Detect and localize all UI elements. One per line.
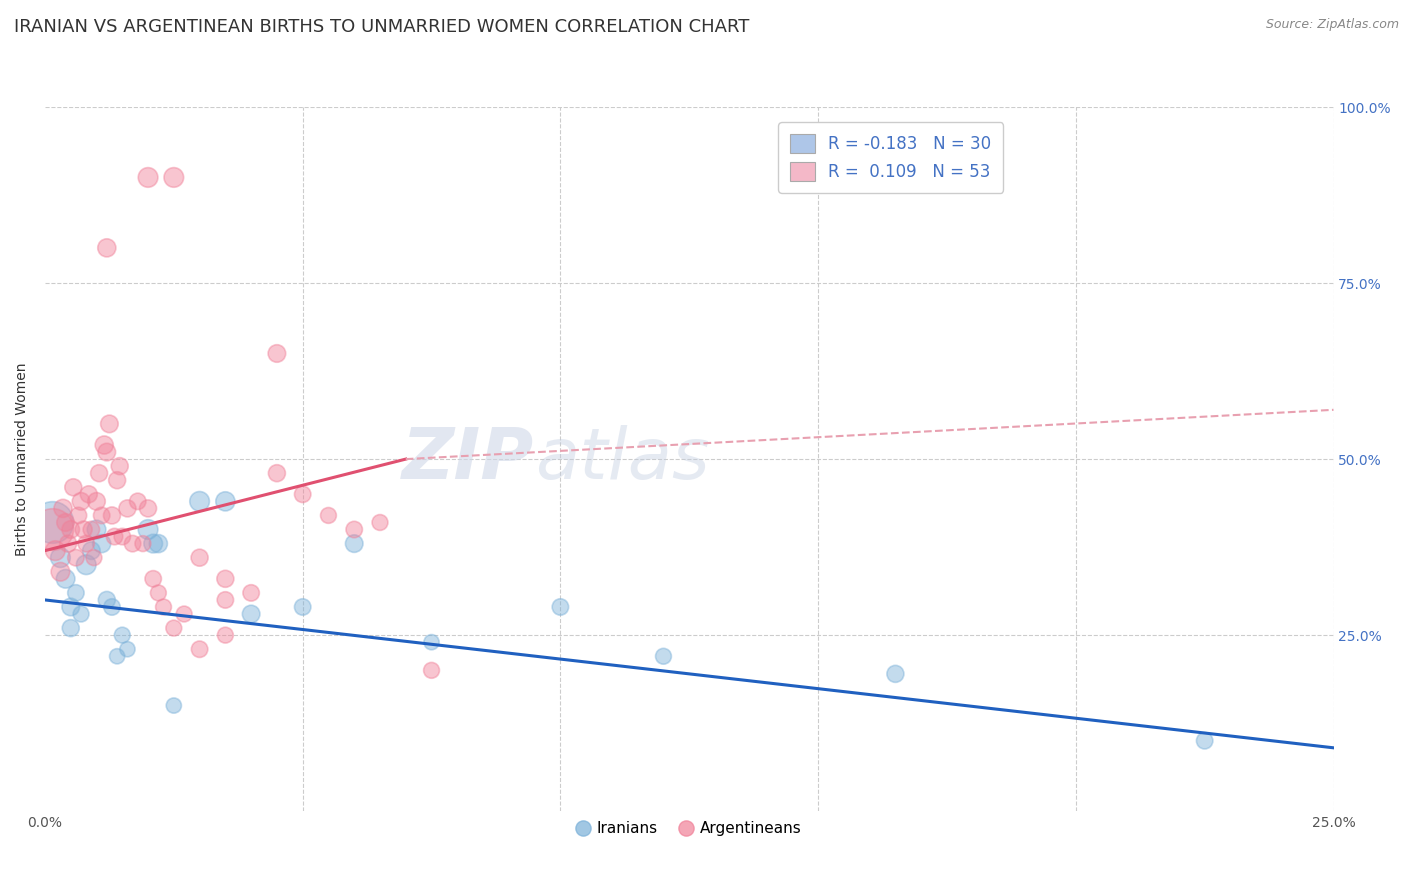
Point <box>96 593 118 607</box>
Point <box>87 466 110 480</box>
Point <box>56 536 79 550</box>
Point <box>65 550 87 565</box>
Point <box>72 523 94 537</box>
Point <box>188 642 211 657</box>
Point <box>188 550 211 565</box>
Text: ZIP: ZIP <box>402 425 534 493</box>
Point <box>86 494 108 508</box>
Point <box>98 417 121 431</box>
Point <box>121 536 143 550</box>
Point <box>83 550 105 565</box>
Point <box>55 572 77 586</box>
Point <box>90 508 112 523</box>
Point <box>368 516 391 530</box>
Point <box>101 599 124 614</box>
Point <box>420 664 443 678</box>
Text: atlas: atlas <box>534 425 709 493</box>
Point <box>420 635 443 649</box>
Point <box>266 466 288 480</box>
Point <box>103 530 125 544</box>
Text: IRANIAN VS ARGENTINEAN BIRTHS TO UNMARRIED WOMEN CORRELATION CHART: IRANIAN VS ARGENTINEAN BIRTHS TO UNMARRI… <box>14 18 749 36</box>
Point <box>86 523 108 537</box>
Point <box>214 494 236 508</box>
Point <box>41 516 63 530</box>
Point <box>266 346 288 360</box>
Point <box>148 586 170 600</box>
Point <box>93 438 115 452</box>
Point <box>163 170 186 185</box>
Legend: Iranians, Argentineans: Iranians, Argentineans <box>571 815 808 842</box>
Point <box>62 480 84 494</box>
Point <box>550 599 572 614</box>
Point <box>65 586 87 600</box>
Point <box>80 523 103 537</box>
Point <box>105 473 128 487</box>
Point <box>67 508 90 523</box>
Point <box>101 508 124 523</box>
Y-axis label: Births to Unmarried Women: Births to Unmarried Women <box>15 362 30 556</box>
Point <box>136 170 159 185</box>
Point <box>127 494 149 508</box>
Point <box>240 586 263 600</box>
Point <box>214 593 236 607</box>
Point <box>105 649 128 664</box>
Point <box>70 607 93 621</box>
Point <box>163 621 186 635</box>
Point <box>59 599 82 614</box>
Point <box>163 698 186 713</box>
Point <box>148 536 170 550</box>
Point <box>240 607 263 621</box>
Point <box>132 536 155 550</box>
Point <box>52 501 75 516</box>
Point <box>80 543 103 558</box>
Point <box>44 543 66 558</box>
Point <box>1194 733 1216 747</box>
Point <box>90 536 112 550</box>
Point <box>152 599 174 614</box>
Point <box>188 494 211 508</box>
Point <box>96 445 118 459</box>
Point <box>291 599 314 614</box>
Point <box>291 487 314 501</box>
Point <box>136 523 159 537</box>
Point <box>117 642 139 657</box>
Point <box>343 536 366 550</box>
Point <box>96 241 118 255</box>
Point <box>214 628 236 642</box>
Point <box>117 501 139 516</box>
Point <box>652 649 675 664</box>
Point <box>59 621 82 635</box>
Point <box>318 508 340 523</box>
Point <box>49 565 72 579</box>
Point <box>173 607 195 621</box>
Point <box>142 572 165 586</box>
Point <box>77 487 100 501</box>
Point <box>136 501 159 516</box>
Point <box>214 572 236 586</box>
Text: Source: ZipAtlas.com: Source: ZipAtlas.com <box>1265 18 1399 31</box>
Point <box>70 494 93 508</box>
Point <box>41 523 63 537</box>
Point <box>49 550 72 565</box>
Point <box>75 558 97 572</box>
Point <box>142 536 165 550</box>
Point <box>111 530 134 544</box>
Point <box>111 628 134 642</box>
Point <box>108 459 131 474</box>
Point <box>343 523 366 537</box>
Point <box>884 666 907 681</box>
Point <box>59 523 82 537</box>
Point <box>75 536 97 550</box>
Point <box>55 516 77 530</box>
